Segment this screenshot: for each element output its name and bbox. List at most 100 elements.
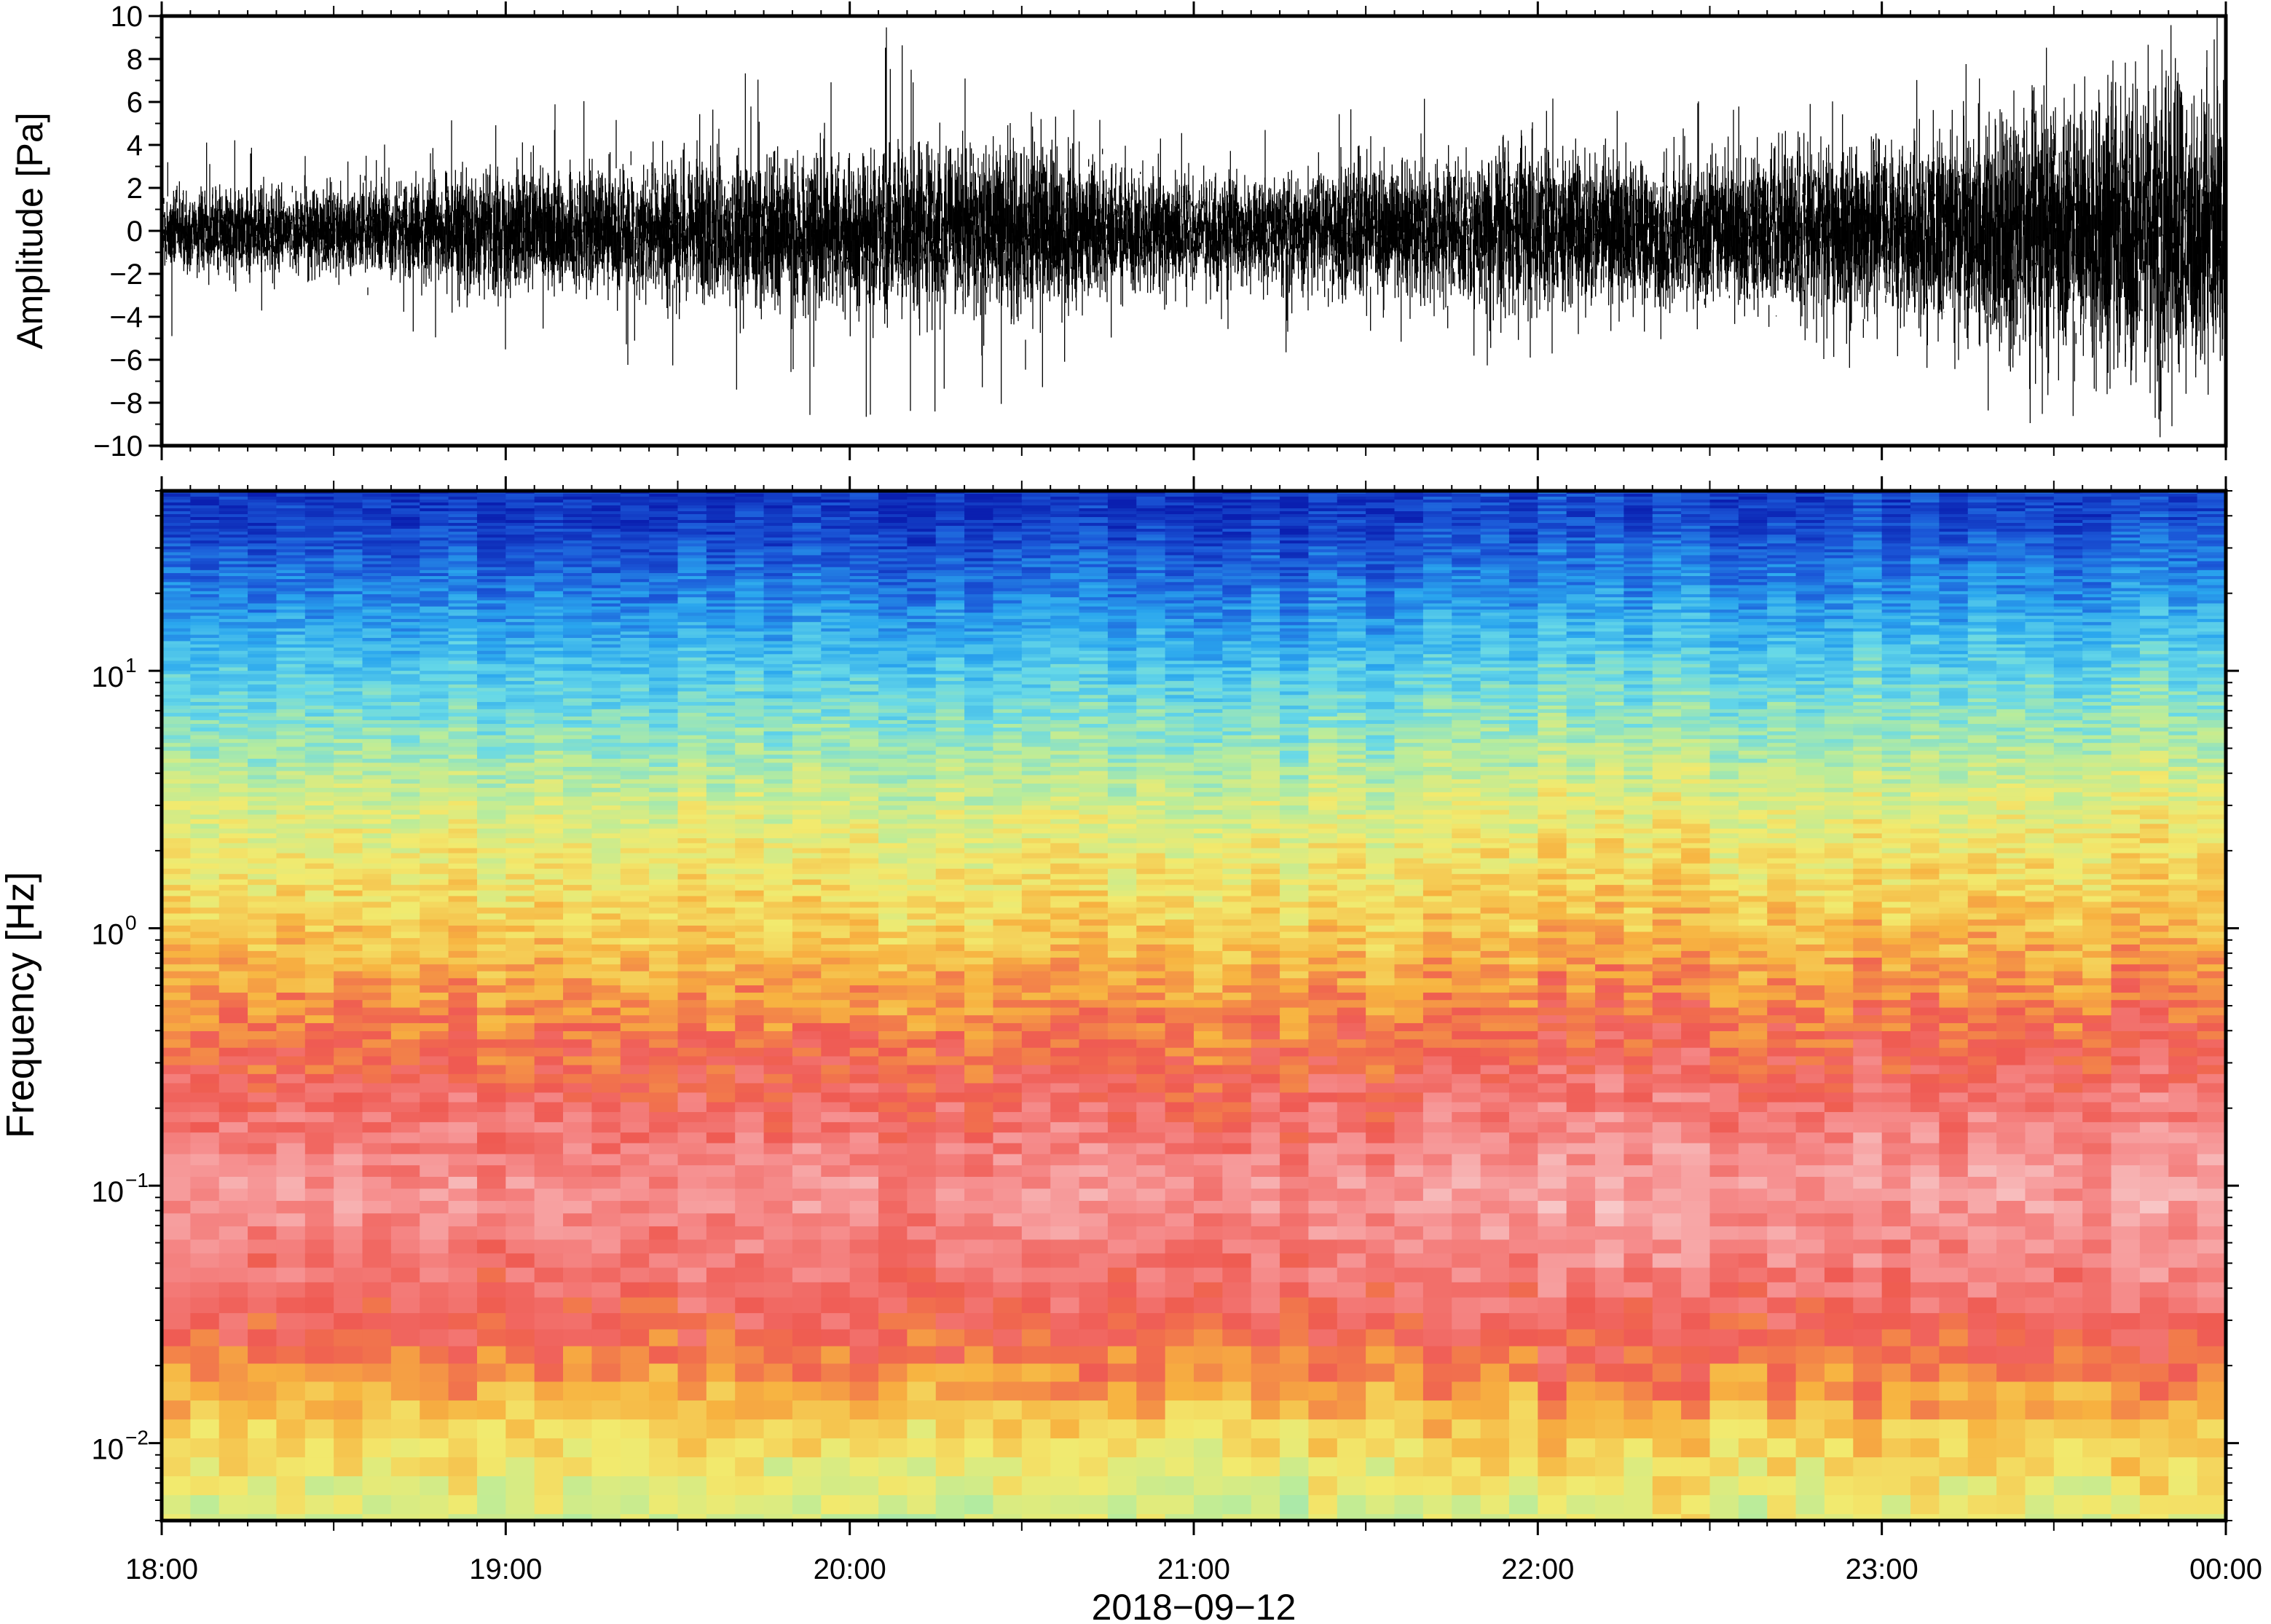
spectrogram-cell (706, 558, 736, 562)
spectrogram-cell (362, 684, 392, 689)
spectrogram-cell (792, 1154, 822, 1166)
spectrogram-cell (878, 1000, 908, 1009)
spectrogram-cell (735, 657, 765, 661)
spectrogram-cell (907, 1419, 937, 1439)
spectrogram-cell (763, 858, 793, 864)
spectrogram-cell (563, 843, 593, 849)
spectrogram-cell (849, 810, 879, 816)
spectrogram-cell (620, 913, 650, 921)
spectrogram-cell (591, 938, 621, 945)
spectrogram-cell (763, 919, 793, 926)
spectrogram-cell (420, 1047, 449, 1057)
spectrogram-cell (276, 838, 306, 844)
spectrogram-cell (219, 779, 248, 784)
spectrogram-cell (907, 600, 937, 604)
spectrogram-cell (591, 828, 621, 834)
spectrogram-cell (162, 535, 192, 538)
spectrogram-cell (735, 746, 765, 752)
spectrogram-cell (219, 1189, 248, 1202)
spectrogram-cell (849, 1313, 879, 1331)
spectrogram-cell (907, 828, 937, 834)
spectrogram-cell (563, 879, 593, 886)
spectrogram-cell (219, 1476, 248, 1496)
spectrogram-cell (390, 838, 421, 844)
spectrogram-cell (792, 567, 822, 571)
spectrogram-cell (935, 1030, 965, 1040)
spectrogram-cell (190, 957, 220, 965)
spectrogram-cell (334, 926, 363, 933)
spectrogram-cell (620, 1015, 650, 1024)
spectrogram-cell (420, 746, 449, 752)
spectrogram-cell (677, 1056, 707, 1066)
spectrogram-cell (907, 523, 937, 527)
spectrogram-cell (162, 691, 192, 695)
waveform-trace (162, 17, 2226, 438)
spectrogram-cell (563, 591, 593, 595)
spectrogram-cell (248, 494, 278, 497)
spectrogram-cell (563, 978, 593, 986)
spectrogram-cell (821, 720, 851, 725)
spectrogram-cell (390, 625, 421, 629)
spectrogram-cell (735, 597, 765, 601)
spectrogram-cell (476, 628, 507, 632)
spectrogram-cell (849, 779, 879, 784)
spectrogram-cell (190, 591, 220, 595)
spectrogram-cell (964, 529, 994, 532)
spectrogram-cell (849, 913, 879, 921)
spectrogram-cell (591, 1143, 621, 1155)
spectrogram-cell (849, 695, 879, 699)
spectrogram-cell (334, 902, 363, 908)
spectrogram-cell (276, 1514, 306, 1521)
spectrogram-cell (620, 792, 650, 797)
spectrogram-cell (505, 1112, 535, 1123)
spectrogram-cell (219, 654, 248, 658)
spectrogram-cell (935, 1313, 965, 1331)
spectrogram-cell (620, 853, 650, 859)
spectrogram-cell (248, 661, 278, 665)
spectrogram-cell (706, 508, 736, 512)
spectrogram-cell (735, 1000, 765, 1009)
spectrogram-cell (334, 1065, 363, 1075)
spectrogram-cell (190, 532, 220, 535)
spectrogram-cell (334, 502, 363, 506)
spectrogram-cell (563, 637, 593, 642)
spectrogram-cell (849, 505, 879, 509)
spectrogram-cell (763, 868, 793, 875)
spectrogram-cell (505, 549, 535, 553)
spectrogram-cell (591, 674, 621, 679)
spectrogram-cell (390, 650, 421, 655)
spectrogram-cell (534, 644, 564, 648)
spectrogram-cell (476, 1015, 507, 1024)
spectrogram-cell (563, 612, 593, 617)
spectrogram-cell (190, 500, 220, 503)
spectrogram-cell (649, 712, 679, 717)
spectrogram-cell (362, 497, 392, 500)
spectrogram-cell (276, 767, 306, 772)
spectrogram-cell (935, 1226, 965, 1240)
spectrogram-cell (591, 1495, 621, 1515)
spectrogram-cell (878, 1346, 908, 1365)
spectrogram-cell (821, 523, 851, 527)
spectrogram-cell (448, 863, 478, 870)
spectrogram-cell (677, 1226, 707, 1240)
spectrogram-cell (248, 919, 278, 926)
spectrogram-cell (821, 902, 851, 908)
spectrogram-cell (190, 810, 220, 816)
spectrogram-cell (505, 585, 535, 589)
spectrogram-cell (620, 494, 650, 497)
spectrogram-cell (390, 796, 421, 802)
spectrogram-cell (792, 1282, 822, 1298)
spectrogram-cell (821, 647, 851, 652)
spectrogram-cell (505, 622, 535, 626)
spectrogram-cell (620, 926, 650, 933)
spectrogram-cell (448, 671, 478, 675)
spectrogram-cell (849, 698, 879, 703)
spectrogram-cell (476, 661, 507, 665)
spectrogram-cell (476, 957, 507, 965)
spectrogram-cell (476, 576, 507, 580)
spectrogram-cell (534, 907, 564, 915)
spectrogram-cell (362, 695, 392, 699)
spectrogram-cell (420, 591, 449, 595)
spectrogram-cell (362, 1346, 392, 1365)
spectrogram-cell (620, 520, 650, 524)
